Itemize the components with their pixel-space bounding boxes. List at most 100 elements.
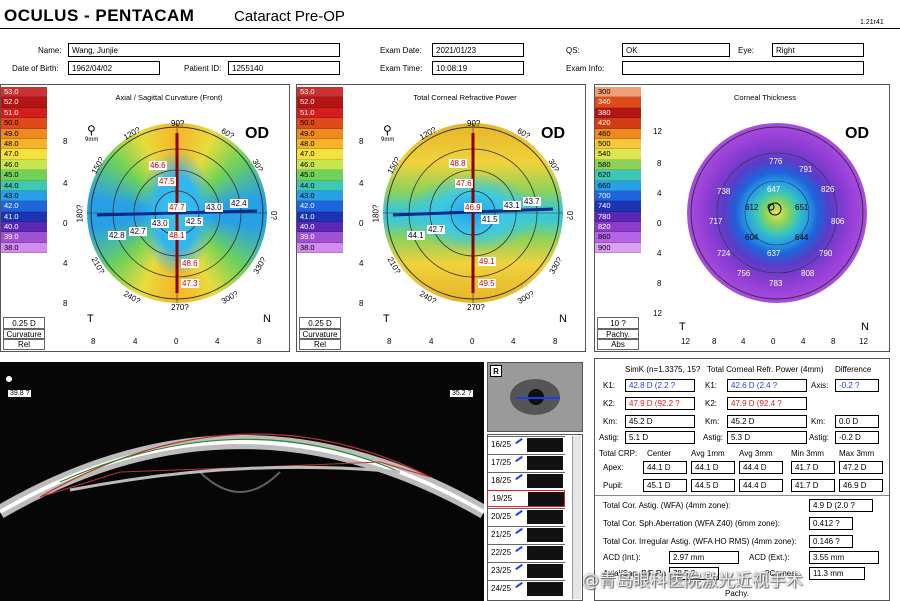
thumb-item-selected[interactable]: 19/25 bbox=[487, 490, 565, 507]
astig-label: Astig: bbox=[599, 433, 620, 442]
pupil-avg1[interactable]: 44.5 D bbox=[691, 479, 735, 492]
refractive-power-map[interactable] bbox=[383, 123, 563, 303]
axial-ratio-field[interactable]: 78.5 ? bbox=[669, 567, 719, 580]
pupil-center[interactable]: 45.1 D bbox=[643, 479, 687, 492]
axis-diff-field[interactable]: -0.2 ? bbox=[835, 379, 879, 392]
refr-unit2[interactable]: Rel bbox=[299, 339, 341, 350]
scale-label: 42.0 bbox=[1, 201, 47, 212]
k2-tcrp-field[interactable]: 47.9 D (92.4 ? bbox=[727, 397, 807, 410]
tci-field[interactable]: 0.146 ? bbox=[809, 535, 853, 548]
axis-tick: 0 bbox=[470, 337, 475, 346]
astig-tcrp-field[interactable]: 5.3 D bbox=[727, 431, 807, 444]
map-value: 651 bbox=[795, 203, 809, 212]
thumb-item[interactable]: 22/25 bbox=[487, 544, 565, 561]
map-overlay bbox=[87, 123, 267, 303]
pupil-min3[interactable]: 41.7 D bbox=[791, 479, 835, 492]
thumb-label: 21/25 bbox=[491, 530, 512, 539]
axis-tick: 4 bbox=[359, 179, 364, 188]
scale-label: 40.0 bbox=[1, 222, 47, 233]
tcsa-label: Total Cor. Sph.Aberration (WFA Z40) (6mm… bbox=[603, 519, 780, 528]
apex-avg3[interactable]: 44.4 D bbox=[739, 461, 783, 474]
dob-field[interactable]: 1962/04/02 bbox=[68, 61, 160, 75]
axis-tick: 8 bbox=[91, 337, 96, 346]
thumb-item[interactable]: 23/25 bbox=[487, 562, 565, 579]
thumb-item[interactable]: 18/25 bbox=[487, 472, 565, 489]
thick-unit2[interactable]: Abs bbox=[597, 339, 639, 350]
name-label: Name: bbox=[38, 46, 62, 55]
scale-label: 41.0 bbox=[1, 211, 47, 223]
scale-label: 500 bbox=[595, 138, 641, 150]
zoom-icon[interactable]: ⚲ bbox=[383, 123, 392, 137]
axial-unit2[interactable]: Rel bbox=[3, 339, 45, 350]
name-field[interactable]: Wang, Junjie bbox=[68, 43, 340, 57]
k1-sim-field[interactable]: 42.8 D (2.2 ? bbox=[625, 379, 695, 392]
axial-curvature-map[interactable] bbox=[87, 123, 267, 303]
thumb-item[interactable]: 20/25 bbox=[487, 508, 565, 525]
thumb-scrollbar[interactable] bbox=[572, 436, 581, 599]
refr-step-box[interactable]: 0.25 D bbox=[299, 317, 341, 329]
brand-label: OCULUS - PENTACAM bbox=[4, 6, 195, 25]
axis-tick: 8 bbox=[63, 299, 68, 308]
thumb-image bbox=[527, 456, 563, 470]
exam-info-field[interactable] bbox=[622, 61, 864, 75]
scale-label: 700 bbox=[595, 190, 641, 202]
zoom-icon[interactable]: ⚲ bbox=[87, 123, 96, 137]
thick-step-box[interactable]: 10 ? bbox=[597, 317, 639, 329]
k1-tcrp-field[interactable]: 42.6 D (2.4 ? bbox=[727, 379, 807, 392]
exam-time-field[interactable]: 10:08:19 bbox=[432, 61, 524, 75]
map-value: 48.8 bbox=[449, 159, 467, 168]
cornea-field[interactable]: 11.3 mm bbox=[809, 567, 865, 580]
thumb-label: 23/25 bbox=[491, 566, 512, 575]
qs-field[interactable]: OK bbox=[622, 43, 730, 57]
astig-sim-field[interactable]: 5.1 D bbox=[625, 431, 695, 444]
map-value: 604 bbox=[745, 233, 759, 242]
scale-label: 47.0 bbox=[1, 149, 47, 160]
thumb-item[interactable]: 17/25 bbox=[487, 454, 565, 471]
km-diff-field[interactable]: 0.0 D bbox=[835, 415, 879, 428]
astig-diff-field[interactable]: -0.2 D bbox=[835, 431, 879, 444]
acd-int-field[interactable]: 2.97 mm bbox=[669, 551, 739, 564]
km-sim-field[interactable]: 45.2 D bbox=[625, 415, 695, 428]
thumb-item[interactable]: 21/25 bbox=[487, 526, 565, 543]
apex-max3[interactable]: 47.2 D bbox=[839, 461, 883, 474]
apex-center[interactable]: 44.1 D bbox=[643, 461, 687, 474]
pupil-max3[interactable]: 46.9 D bbox=[839, 479, 883, 492]
axial-color-scale: 53.0 52.0 51.0 50.0 49.0 48.0 47.0 46.0 … bbox=[1, 87, 47, 254]
crp-col: Avg 3mm bbox=[739, 449, 773, 458]
scale-label: 50.0 bbox=[1, 118, 47, 129]
k2-sim-field[interactable]: 47.9 D (92.2 ? bbox=[625, 397, 695, 410]
thumb-marker bbox=[515, 455, 523, 463]
pid-field[interactable]: 1255140 bbox=[228, 61, 340, 75]
map-value: 47.5 bbox=[158, 177, 176, 186]
watermark: @青岛眼科医院激光近视手术 bbox=[582, 571, 803, 591]
pachy-label: Pachy. bbox=[725, 589, 749, 598]
acd-ext-field[interactable]: 3.55 mm bbox=[809, 551, 879, 564]
pupil-label: Pupil: bbox=[603, 481, 624, 490]
axis-tick: 8 bbox=[63, 137, 68, 146]
apex-min3[interactable]: 41.7 D bbox=[791, 461, 835, 474]
exam-date-field[interactable]: 2021/01/23 bbox=[432, 43, 524, 57]
map-value: 644 bbox=[795, 233, 809, 242]
scheimpflug-image[interactable]: 39.8 ? 35.2 ? bbox=[0, 362, 484, 601]
axial-step-box[interactable]: 0.25 D bbox=[3, 317, 45, 329]
apex-avg1[interactable]: 44.1 D bbox=[691, 461, 735, 474]
map-value: 826 bbox=[821, 185, 835, 194]
thumb-item[interactable]: 24/25 bbox=[487, 580, 565, 597]
eye-preview[interactable]: R bbox=[487, 362, 583, 432]
thumb-marker bbox=[515, 581, 523, 589]
crp-col: Max 3mm bbox=[839, 449, 875, 458]
eye-field[interactable]: Right bbox=[772, 43, 864, 57]
crp-col: Center bbox=[647, 449, 672, 458]
thumb-item[interactable]: 16/25 bbox=[487, 436, 565, 453]
tca-field[interactable]: 4.9 D (2.0 ? bbox=[809, 499, 873, 512]
km-tcrp-field[interactable]: 45.2 D bbox=[727, 415, 807, 428]
map-value: 724 bbox=[717, 249, 731, 258]
pupil-avg3[interactable]: 44.4 D bbox=[739, 479, 783, 492]
map-value: 41.5 bbox=[481, 215, 499, 224]
r-button[interactable]: R bbox=[490, 365, 502, 377]
tcsa-field[interactable]: 0.412 ? bbox=[809, 517, 853, 530]
map-value: 42.8 bbox=[108, 231, 126, 240]
scale-label: 52.0 bbox=[297, 97, 343, 108]
corneal-thickness-map[interactable] bbox=[687, 123, 867, 303]
scale-label: 40.0 bbox=[297, 222, 343, 233]
